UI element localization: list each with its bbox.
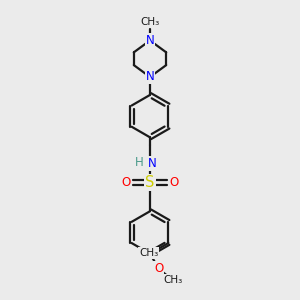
Text: CH₃: CH₃: [140, 17, 160, 27]
Text: N: N: [146, 70, 154, 83]
Text: CH₃: CH₃: [163, 275, 182, 285]
Text: O: O: [121, 176, 130, 189]
Text: CH₃: CH₃: [139, 248, 159, 258]
Text: S: S: [145, 175, 155, 190]
Text: O: O: [154, 262, 164, 275]
Text: O: O: [170, 176, 179, 189]
Text: H: H: [135, 156, 144, 169]
Text: N: N: [148, 157, 157, 170]
Text: N: N: [146, 34, 154, 47]
